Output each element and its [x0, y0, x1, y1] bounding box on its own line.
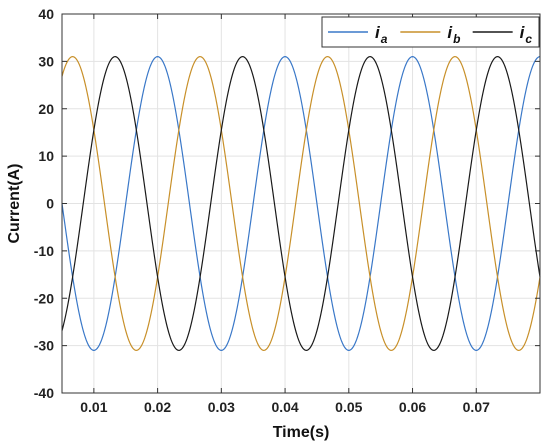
x-tick-label: 0.02: [144, 399, 171, 415]
y-tick-label: -40: [34, 385, 54, 401]
axis-ticks: 0.01 0.02 0.03 0.04 0.05 0.06 0.07 -40 -30 -20 -10…: [34, 6, 540, 415]
y-tick-label: 10: [38, 148, 54, 164]
y-tick-label: 40: [38, 6, 54, 22]
legend-label-ia: ia: [375, 23, 388, 46]
x-axis-label: Time(s): [273, 424, 330, 441]
y-tick-label: -30: [34, 338, 54, 354]
y-tick-label: -20: [34, 290, 54, 306]
series-line-ia: [61, 56, 541, 351]
y-tick-label: 30: [38, 53, 54, 69]
x-tick-label: 0.03: [208, 399, 235, 415]
x-tick-label: 0.06: [399, 399, 426, 415]
x-tick-label: 0.01: [80, 399, 107, 415]
y-tick-label: 20: [38, 101, 54, 117]
series-line-ic: [61, 56, 541, 351]
x-tick-label: 0.05: [335, 399, 362, 415]
legend-label-ib: ib: [447, 23, 460, 46]
series-line-ib: [61, 56, 541, 351]
y-tick-label: 0: [46, 196, 54, 212]
series-lines: [61, 56, 541, 351]
legend-label-ic: ic: [520, 23, 533, 46]
y-axis-label: Current(A): [6, 164, 23, 244]
x-tick-label: 0.07: [463, 399, 490, 415]
legend: ia ib ic: [321, 16, 540, 48]
y-tick-label: -10: [34, 243, 54, 259]
x-tick-label: 0.04: [271, 399, 298, 415]
